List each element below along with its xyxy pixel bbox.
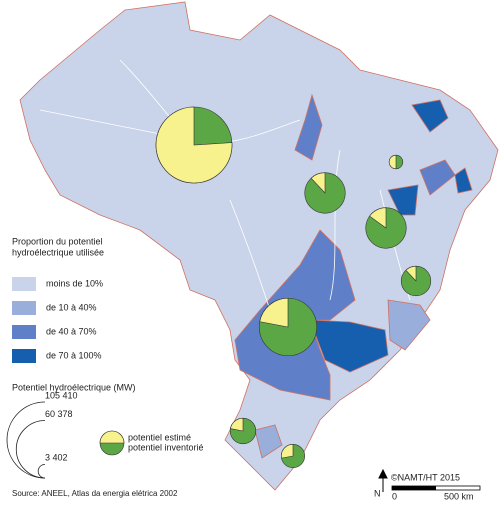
credit: ©NAMT/HT 2015 — [391, 472, 460, 482]
region — [294, 93, 323, 161]
region — [309, 319, 389, 373]
region — [454, 167, 473, 194]
region — [411, 99, 449, 133]
size-legend-title: Potentiel hydroélectrique (MW) — [12, 382, 136, 392]
class-label: de 10 à 40% — [46, 302, 97, 312]
size-label: 60 378 — [45, 409, 73, 419]
region — [254, 424, 283, 459]
pie-estimated — [388, 154, 397, 170]
class-label: de 40 à 70% — [46, 326, 97, 336]
source: Source: ANEEL, Atlas da energia elétrica… — [12, 489, 178, 498]
class-swatch — [12, 349, 36, 363]
pie-legend-label: potentiel estimé — [128, 432, 191, 442]
size-circle — [37, 463, 46, 479]
class-swatch — [12, 301, 36, 315]
region — [387, 299, 431, 351]
region — [387, 184, 419, 216]
pie-legend-label: potentiel inventorié — [128, 442, 204, 452]
pie-legend-symbol — [99, 430, 125, 444]
size-circle — [6, 401, 46, 479]
scale-start: 0 — [392, 491, 397, 501]
legend-title: Proportion du potentiel — [12, 236, 103, 246]
size-label: 3 402 — [45, 453, 68, 463]
class-label: moins de 10% — [46, 278, 103, 288]
size-label: 105 410 — [45, 390, 78, 400]
pie-estimated — [259, 297, 289, 328]
size-circle — [15, 420, 46, 479]
scale-bar — [392, 486, 436, 490]
size-legend: 105 410 60 378 3 402 — [6, 390, 78, 479]
pie-estimated — [310, 172, 326, 194]
pies — [155, 106, 432, 469]
pie-estimated — [230, 417, 244, 432]
pie-estimated — [281, 443, 294, 459]
pie-estimated — [155, 106, 233, 184]
class-label: de 70 à 100% — [46, 350, 102, 360]
pie-estimated — [369, 207, 387, 229]
scale-end: 500 km — [444, 491, 474, 501]
north: N — [374, 488, 381, 498]
class-legend: moins de 10% de 10 à 40% de 40 à 70% de 70 … — [12, 277, 103, 363]
north-arrow — [378, 468, 388, 492]
legend-title: hydroélectrique utilisée — [12, 247, 104, 257]
pie-estimated — [405, 265, 417, 282]
class-swatch — [12, 277, 36, 291]
class-swatch — [12, 325, 36, 339]
